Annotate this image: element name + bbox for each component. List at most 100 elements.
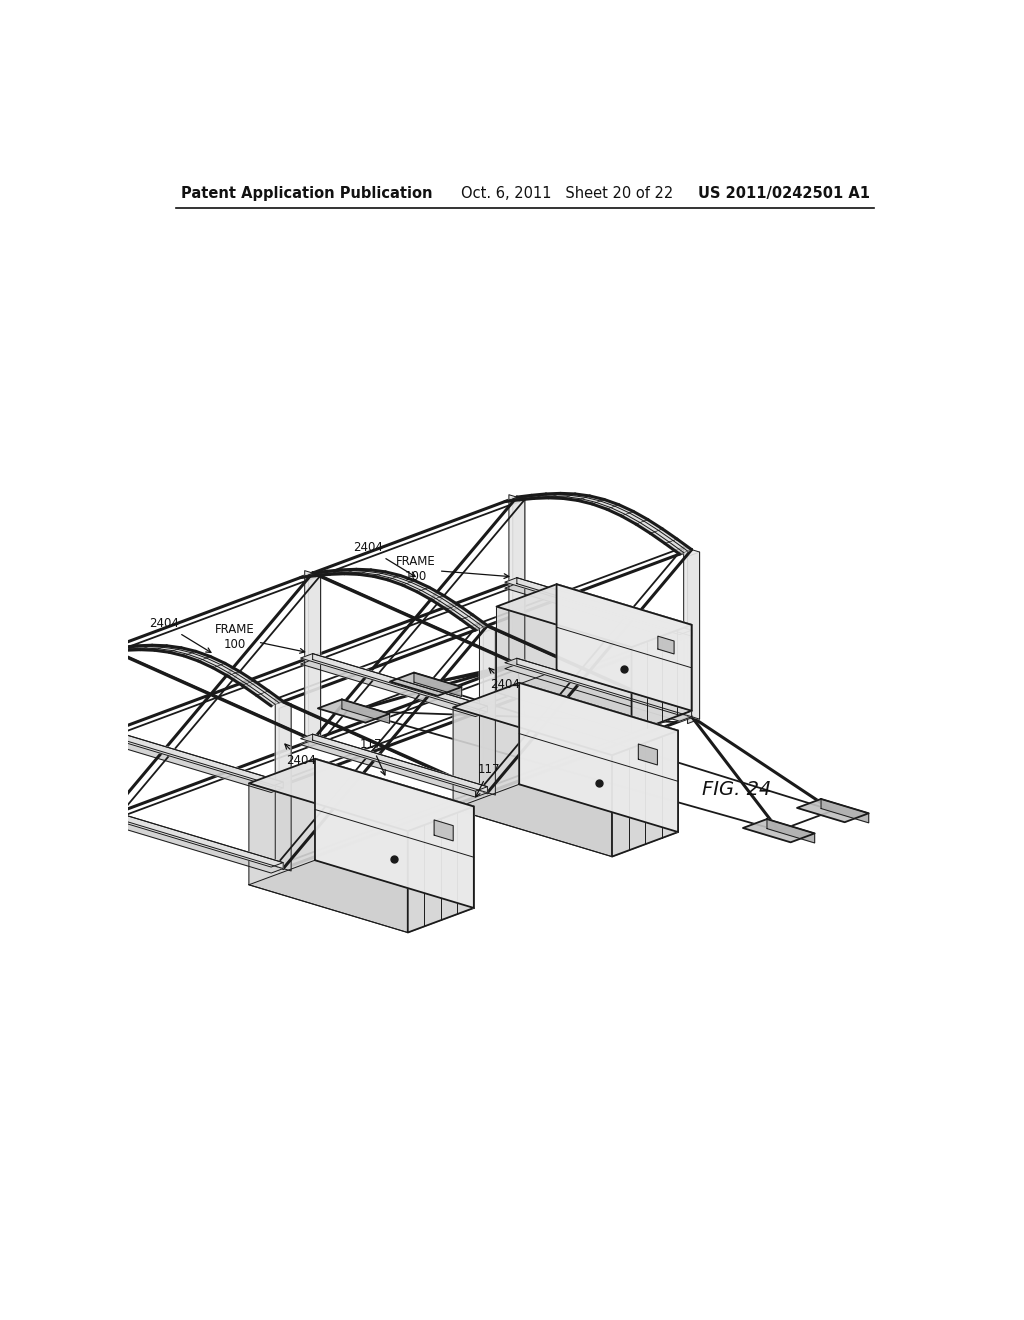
Polygon shape — [312, 653, 487, 711]
Polygon shape — [126, 645, 153, 651]
Polygon shape — [344, 569, 371, 574]
Polygon shape — [100, 647, 117, 818]
Polygon shape — [414, 673, 462, 697]
Polygon shape — [743, 818, 815, 842]
Polygon shape — [821, 799, 868, 822]
Polygon shape — [312, 734, 487, 792]
Polygon shape — [534, 494, 560, 499]
Polygon shape — [169, 648, 196, 656]
Text: 2404: 2404 — [150, 618, 211, 652]
Text: FRAME
100: FRAME 100 — [396, 556, 509, 583]
Polygon shape — [578, 496, 604, 504]
Polygon shape — [549, 494, 575, 499]
Polygon shape — [513, 499, 524, 671]
Polygon shape — [257, 690, 284, 706]
Text: Oct. 6, 2011   Sheet 20 of 22: Oct. 6, 2011 Sheet 20 of 22 — [461, 186, 674, 201]
Text: 2404: 2404 — [489, 668, 520, 690]
Polygon shape — [308, 576, 321, 747]
Polygon shape — [374, 572, 400, 579]
Polygon shape — [517, 659, 691, 717]
Polygon shape — [505, 578, 691, 635]
Polygon shape — [797, 799, 868, 822]
Polygon shape — [280, 704, 291, 875]
Polygon shape — [453, 708, 612, 857]
Polygon shape — [505, 659, 691, 715]
Polygon shape — [249, 861, 474, 932]
Polygon shape — [402, 581, 429, 591]
Polygon shape — [632, 624, 691, 733]
Polygon shape — [453, 682, 678, 755]
Polygon shape — [104, 651, 117, 822]
Polygon shape — [636, 520, 663, 533]
Polygon shape — [275, 700, 291, 871]
Polygon shape — [563, 494, 590, 500]
Polygon shape — [96, 647, 123, 653]
Polygon shape — [242, 681, 268, 696]
Polygon shape — [557, 585, 691, 710]
Polygon shape — [687, 552, 699, 723]
Polygon shape — [517, 578, 691, 636]
Polygon shape — [650, 529, 677, 544]
Polygon shape — [111, 645, 137, 652]
Polygon shape — [301, 572, 328, 578]
Polygon shape — [315, 570, 342, 576]
Polygon shape — [505, 495, 531, 502]
Polygon shape — [227, 672, 254, 685]
Polygon shape — [434, 820, 454, 841]
Polygon shape — [417, 587, 443, 601]
Polygon shape — [315, 759, 474, 908]
Text: FRAME
100: FRAME 100 — [215, 623, 305, 653]
Text: 2404: 2404 — [353, 541, 415, 577]
Polygon shape — [109, 730, 284, 788]
Polygon shape — [301, 660, 487, 717]
Polygon shape — [638, 744, 657, 766]
Polygon shape — [767, 818, 815, 843]
Polygon shape — [96, 816, 284, 873]
Polygon shape — [213, 664, 240, 676]
Polygon shape — [388, 576, 415, 585]
Polygon shape — [461, 615, 487, 630]
Polygon shape — [301, 734, 487, 791]
Polygon shape — [301, 741, 487, 797]
Polygon shape — [342, 700, 389, 723]
Polygon shape — [432, 595, 459, 610]
Polygon shape — [622, 511, 648, 524]
Polygon shape — [519, 682, 678, 832]
Text: US 2011/0242501 A1: US 2011/0242501 A1 — [698, 186, 870, 201]
Polygon shape — [109, 810, 284, 869]
Polygon shape — [446, 605, 473, 619]
Text: Patent Application Publication: Patent Application Publication — [180, 186, 432, 201]
Polygon shape — [249, 783, 408, 932]
Polygon shape — [483, 628, 496, 800]
Polygon shape — [96, 730, 284, 787]
Polygon shape — [519, 494, 546, 500]
Polygon shape — [305, 570, 321, 743]
Text: FIG. 24: FIG. 24 — [702, 780, 772, 799]
Polygon shape — [657, 636, 674, 653]
Polygon shape — [317, 700, 389, 722]
Polygon shape — [96, 810, 284, 867]
Polygon shape — [390, 673, 462, 696]
Polygon shape — [199, 656, 225, 668]
Polygon shape — [453, 784, 678, 857]
Polygon shape — [330, 569, 356, 574]
Polygon shape — [140, 645, 167, 651]
Polygon shape — [497, 585, 691, 647]
Polygon shape — [592, 499, 618, 510]
Text: 2404: 2404 — [285, 744, 315, 767]
Polygon shape — [479, 623, 496, 795]
Polygon shape — [684, 548, 699, 719]
Polygon shape — [358, 570, 385, 577]
Polygon shape — [665, 539, 691, 554]
Text: 117: 117 — [359, 738, 385, 775]
Polygon shape — [497, 671, 691, 733]
Polygon shape — [96, 735, 284, 792]
Polygon shape — [607, 504, 634, 516]
Polygon shape — [505, 664, 691, 721]
Polygon shape — [249, 759, 474, 832]
Polygon shape — [301, 653, 487, 710]
Polygon shape — [509, 495, 524, 667]
Polygon shape — [612, 730, 678, 857]
Polygon shape — [408, 807, 474, 932]
Polygon shape — [497, 607, 632, 733]
